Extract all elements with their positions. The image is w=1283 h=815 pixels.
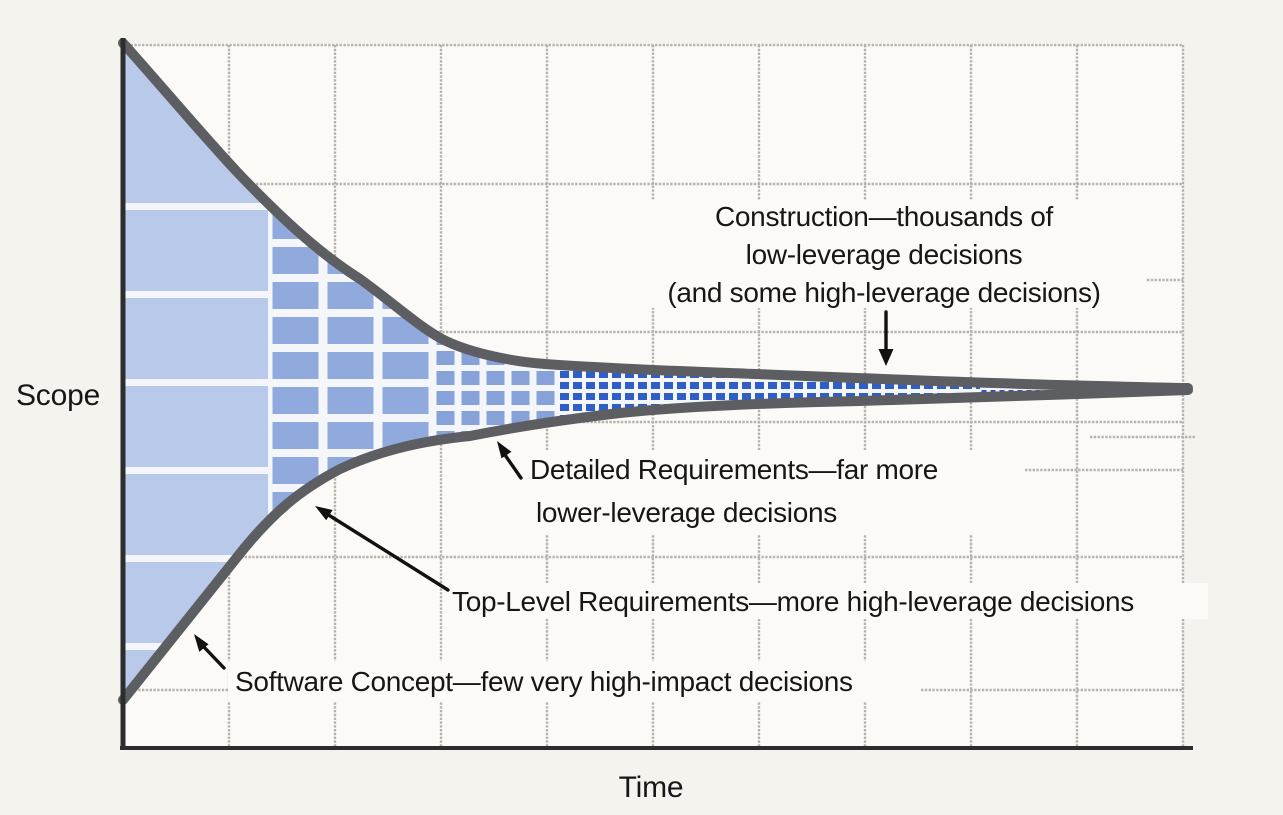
funnel-bottom-edge — [118, 385, 1193, 705]
top-level-requirements-label: Top-Level Requirements—more high-leverag… — [452, 586, 1134, 617]
detailed-requirements-arrow — [497, 441, 523, 480]
construction-arrow — [878, 310, 894, 366]
funnel-top-edge — [118, 38, 1193, 393]
software-concept-arrow — [194, 634, 226, 670]
construction-label-line-3: (and some high-leverage decisions) — [667, 277, 1100, 308]
construction-label-line-2: low-leverage decisions — [746, 239, 1023, 270]
detailed-requirements-label-line-2: lower-leverage decisions — [536, 497, 837, 528]
annotation-arrows — [194, 310, 894, 670]
x-axis-label: Time — [619, 771, 684, 804]
detailed-requirements-label-line-1: Detailed Requirements—far more — [530, 454, 938, 485]
software-concept-label: Software Concept—few very high-impact de… — [235, 666, 853, 697]
y-axis-label: Scope — [16, 379, 100, 412]
label-backgrounds — [228, 200, 1208, 701]
annotation-labels: Construction—thousands of low-leverage d… — [235, 201, 1134, 697]
funnel-outline — [118, 38, 1193, 705]
construction-label-line-1: Construction—thousands of — [715, 201, 1054, 232]
axes — [120, 38, 1193, 750]
top-level-requirements-arrow — [315, 506, 450, 592]
